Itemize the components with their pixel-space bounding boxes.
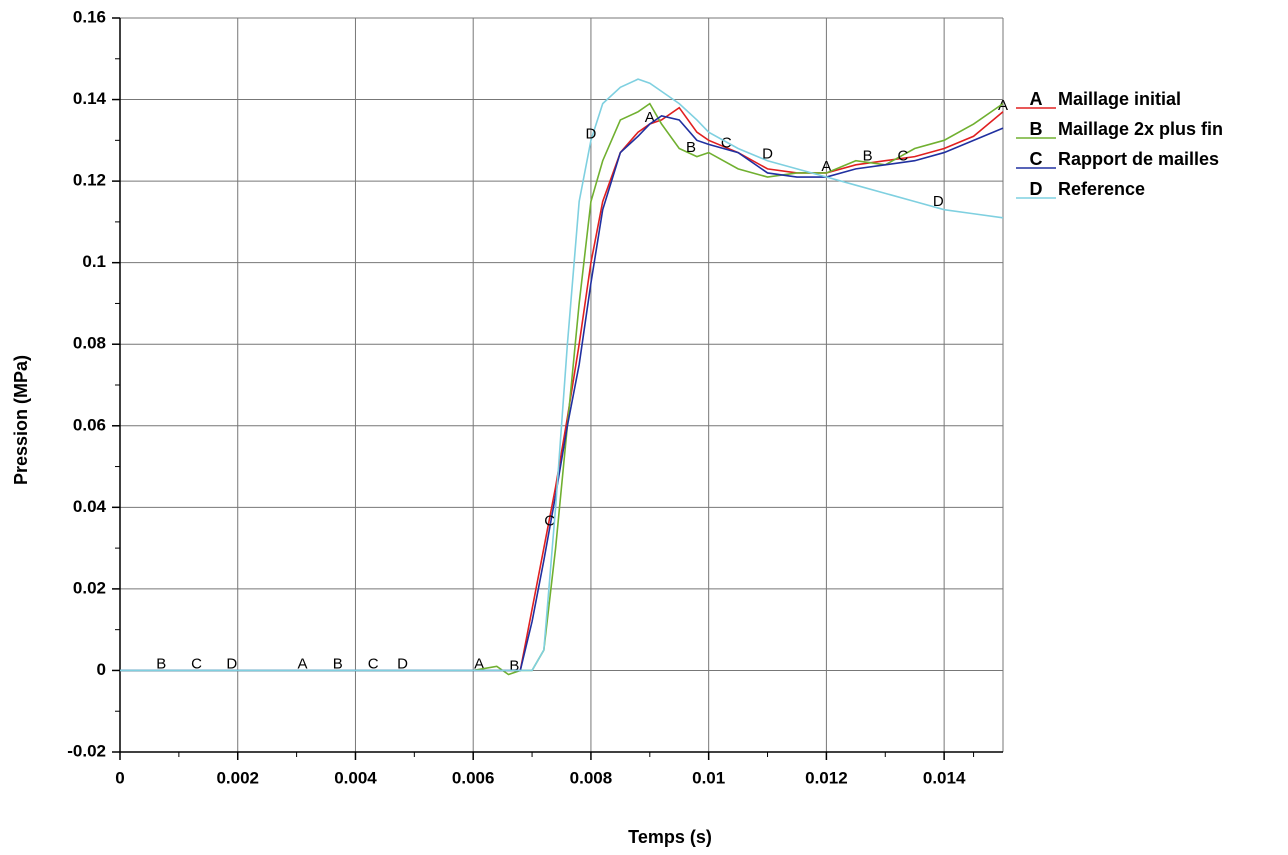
line-marker: D xyxy=(933,193,944,210)
line-marker: A xyxy=(645,109,655,126)
line-marker: C xyxy=(368,655,379,672)
y-tick-label: 0.02 xyxy=(73,578,106,597)
x-tick-label: 0.01 xyxy=(692,768,725,787)
x-tick-label: 0.014 xyxy=(923,768,966,787)
line-marker: B xyxy=(863,147,873,164)
line-marker: B xyxy=(333,655,343,672)
data-line xyxy=(120,78,1004,672)
legend-label: Reference xyxy=(1058,179,1145,199)
line-marker: D xyxy=(397,655,408,672)
line-marker: D xyxy=(586,125,597,142)
x-tick-label: 0.008 xyxy=(570,768,613,787)
legend-label: Maillage initial xyxy=(1058,89,1181,109)
line-marker: A xyxy=(998,97,1008,114)
legend-marker: D xyxy=(1030,179,1043,199)
line-marker: C xyxy=(191,655,202,672)
line-marker: B xyxy=(509,657,519,674)
legend-marker: A xyxy=(1030,89,1043,109)
legend-marker: C xyxy=(1030,149,1043,169)
y-axis-label: Pression (MPa) xyxy=(11,355,31,485)
data-line xyxy=(120,106,1004,672)
legend-marker: B xyxy=(1030,119,1043,139)
line-marker: B xyxy=(156,655,166,672)
line-marker: A xyxy=(474,655,484,672)
x-tick-label: 0.006 xyxy=(452,768,495,787)
line-marker: A xyxy=(297,655,307,672)
legend-label: Rapport de mailles xyxy=(1058,149,1219,169)
y-tick-label: 0.12 xyxy=(73,171,106,190)
y-tick-label: 0.16 xyxy=(73,7,106,26)
y-tick-label: 0.04 xyxy=(73,497,107,516)
x-tick-label: 0 xyxy=(115,768,124,787)
y-tick-label: -0.02 xyxy=(67,741,106,760)
line-marker: C xyxy=(544,513,555,530)
y-tick-label: 0.08 xyxy=(73,334,106,353)
data-line xyxy=(120,115,1004,672)
x-tick-label: 0.004 xyxy=(334,768,377,787)
x-tick-label: 0.002 xyxy=(216,768,259,787)
y-tick-label: 0.1 xyxy=(82,252,106,271)
line-marker: A xyxy=(821,158,831,175)
line-marker: C xyxy=(898,147,909,164)
line-marker: B xyxy=(686,139,696,156)
y-tick-label: 0.14 xyxy=(73,89,107,108)
x-tick-label: 0.012 xyxy=(805,768,848,787)
line-marker: D xyxy=(762,146,773,163)
y-tick-label: 0 xyxy=(97,660,106,679)
line-marker: D xyxy=(226,655,237,672)
legend-label: Maillage 2x plus fin xyxy=(1058,119,1223,139)
y-tick-label: 0.06 xyxy=(73,415,106,434)
x-axis-label: Temps (s) xyxy=(628,827,712,847)
